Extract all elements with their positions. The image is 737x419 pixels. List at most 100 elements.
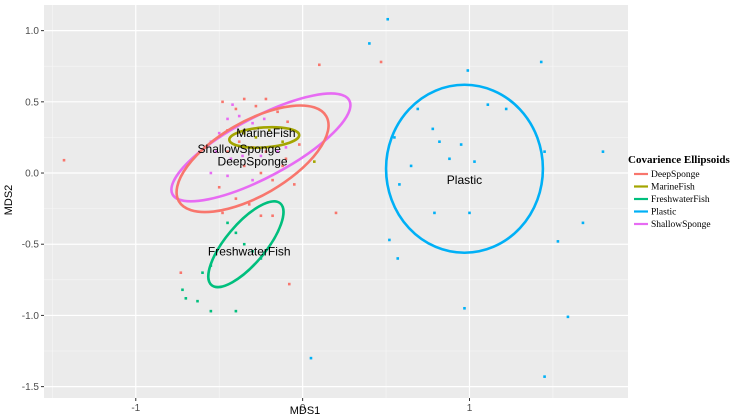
- point-deepsponge: [264, 97, 268, 101]
- point-freshwaterfish: [184, 297, 188, 300]
- point-freshwaterfish: [234, 231, 238, 235]
- ellipse-label-freshwaterfish: FreshwaterFish: [208, 244, 291, 258]
- point-deepsponge: [379, 60, 383, 64]
- ellipse-label-marinefish: MarineFish: [236, 126, 295, 140]
- point-shallowsponge: [284, 146, 288, 149]
- point-deepsponge: [226, 150, 229, 153]
- point-deepsponge: [217, 185, 221, 189]
- point-deepsponge: [334, 211, 338, 215]
- x-axis-ticks: -1 0 1: [131, 398, 473, 414]
- legend-label-deepsponge: DeepSponge: [651, 170, 700, 180]
- y-axis-title: MDS2: [3, 185, 15, 216]
- legend-label-marinefish: MarineFish: [651, 183, 695, 193]
- x-tick-label: -1: [131, 403, 140, 414]
- point-deepsponge: [297, 143, 301, 146]
- point-plastic: [466, 69, 470, 72]
- point-plastic: [386, 17, 390, 21]
- point-deepsponge: [221, 211, 224, 215]
- legend-label-freshwaterfish: FreshwaterFish: [651, 195, 710, 205]
- point-plastic: [398, 183, 401, 186]
- x-tick-label: 1: [467, 403, 473, 414]
- point-shallowsponge: [231, 103, 234, 106]
- point-marinefish: [254, 136, 258, 139]
- ellipse-deepsponge: [175, 104, 330, 214]
- point-freshwaterfish: [181, 288, 184, 292]
- y-axis-ticks: 1.0 0.5 0.0 -0.5 -1.0 -1.5: [22, 26, 44, 393]
- point-shallowsponge: [251, 121, 254, 125]
- point-plastic: [473, 160, 476, 163]
- point-plastic: [543, 375, 546, 378]
- point-deepsponge: [221, 100, 224, 104]
- point-shallowsponge: [209, 171, 213, 175]
- point-shallowsponge: [226, 117, 229, 121]
- point-deepsponge: [247, 203, 251, 206]
- point-deepsponge: [286, 120, 289, 124]
- plot-panel: [44, 5, 628, 398]
- point-plastic: [459, 143, 463, 146]
- grid-major: [44, 5, 628, 398]
- point-freshwaterfish: [209, 309, 213, 313]
- point-freshwaterfish: [251, 250, 254, 253]
- ellipse-label-shallowsponge: ShallowSponge: [198, 142, 282, 156]
- ellipse-freshwaterfish: [207, 200, 285, 289]
- point-marinefish: [267, 129, 271, 132]
- point-plastic: [396, 257, 400, 260]
- point-deepsponge: [281, 164, 284, 168]
- point-plastic: [581, 221, 585, 225]
- y-tick-label: 0.5: [25, 97, 39, 108]
- point-shallowsponge: [262, 117, 266, 121]
- point-shallowsponge: [237, 114, 241, 118]
- point-deepsponge: [259, 214, 263, 218]
- point-freshwaterfish: [234, 309, 238, 313]
- point-deepsponge: [242, 164, 246, 168]
- point-plastic: [504, 107, 508, 111]
- point-plastic: [388, 238, 391, 242]
- point-deepsponge: [284, 157, 288, 161]
- point-deepsponge: [259, 171, 263, 175]
- x-axis-title: MDS1: [290, 405, 321, 417]
- point-deepsponge: [318, 63, 321, 67]
- point-marinefish: [242, 131, 246, 135]
- point-shallowsponge: [226, 174, 229, 178]
- legend-label-plastic: Plastic: [651, 208, 676, 218]
- y-tick-label: 0.0: [25, 169, 39, 180]
- ellipses-layer: [170, 83, 545, 289]
- point-plastic: [448, 157, 451, 161]
- legend-items: DeepSponge MarineFish FreshwaterFish Plasti…: [634, 170, 711, 230]
- y-tick-label: -0.5: [22, 240, 40, 251]
- x-tick-label: 0: [300, 403, 306, 414]
- points-layer: [62, 17, 605, 378]
- point-deepsponge: [276, 110, 279, 114]
- point-plastic: [486, 103, 490, 106]
- point-freshwaterfish: [226, 221, 229, 225]
- y-tick-label: 1.0: [25, 26, 39, 37]
- ellipse-plastic: [384, 83, 545, 255]
- point-deepsponge: [271, 178, 274, 182]
- point-shallowsponge: [217, 131, 221, 135]
- point-deepsponge: [179, 271, 183, 274]
- legend-title: Covarience Ellipsoids: [628, 154, 730, 166]
- ellipse-label-deepsponge: DeepSponge: [218, 155, 288, 169]
- point-plastic: [393, 136, 396, 139]
- point-deepsponge: [242, 97, 246, 101]
- y-tick-label: -1.5: [22, 382, 40, 393]
- point-deepsponge: [62, 158, 66, 162]
- point-shallowsponge: [276, 150, 279, 153]
- point-plastic: [566, 315, 570, 319]
- point-plastic: [309, 356, 313, 360]
- point-plastic: [433, 211, 436, 215]
- point-plastic: [431, 127, 435, 131]
- legend: Covarience Ellipsoids DeepSponge MarineFi…: [628, 154, 730, 230]
- point-deepsponge: [292, 183, 296, 186]
- point-deepsponge: [264, 150, 268, 153]
- point-plastic: [601, 150, 605, 153]
- point-shallowsponge: [229, 157, 233, 161]
- point-shallowsponge: [241, 154, 244, 158]
- y-tick-label: -1.0: [22, 311, 40, 322]
- point-shallowsponge: [259, 154, 263, 158]
- point-plastic: [543, 150, 546, 153]
- point-freshwaterfish: [201, 271, 204, 274]
- point-deepsponge: [254, 104, 258, 108]
